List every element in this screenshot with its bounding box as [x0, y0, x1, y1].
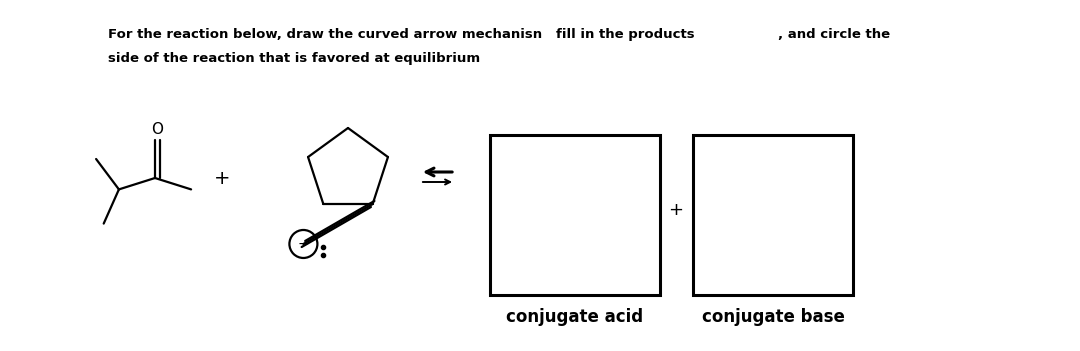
- Bar: [693, 135, 853, 295]
- Text: fill in the products: fill in the products: [556, 28, 694, 41]
- Text: For the reaction below, draw the curved arrow mechanisn: For the reaction below, draw the curved …: [108, 28, 542, 41]
- Text: side of the reaction that is favored at equilibrium: side of the reaction that is favored at …: [108, 52, 481, 65]
- Text: conjugate base: conjugate base: [702, 308, 845, 326]
- Text: , and circle the: , and circle the: [778, 28, 890, 41]
- Bar: [490, 135, 660, 295]
- Text: O: O: [151, 122, 163, 137]
- Text: conjugate acid: conjugate acid: [507, 308, 644, 326]
- Text: −: −: [298, 237, 309, 251]
- Text: +: +: [214, 168, 230, 187]
- Text: +: +: [669, 201, 684, 219]
